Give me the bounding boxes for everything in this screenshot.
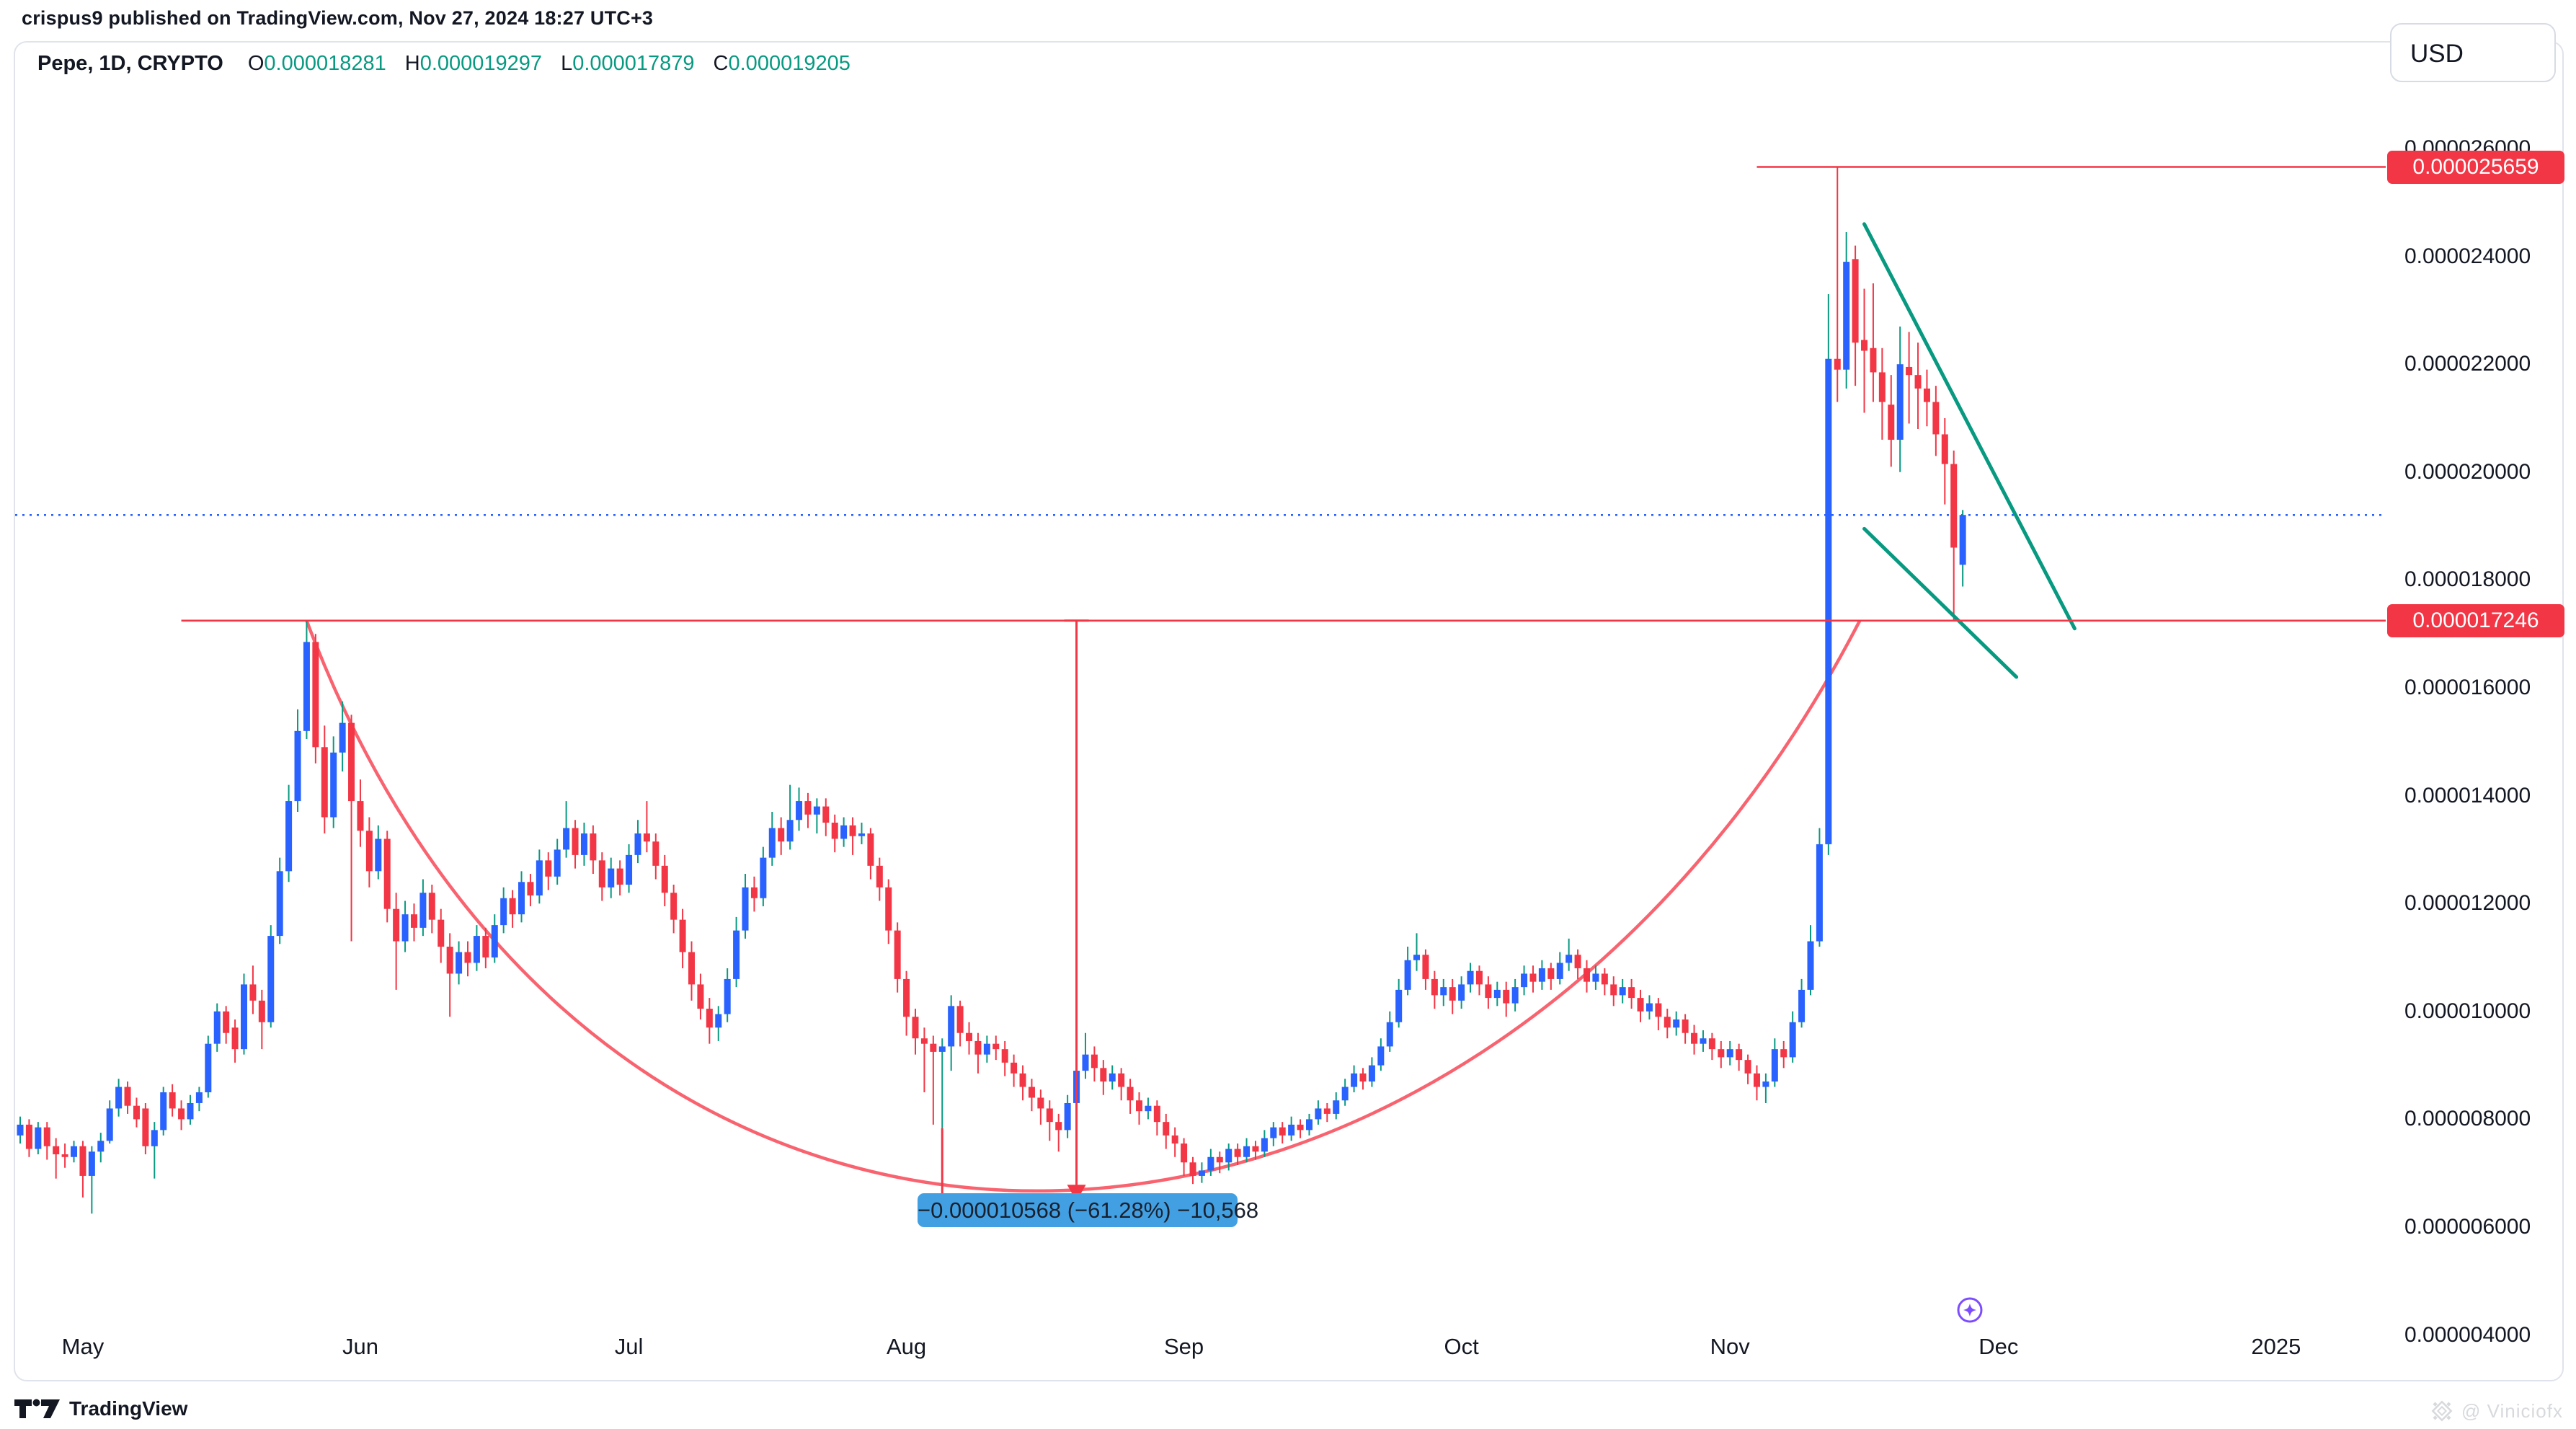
sparkle-icon bbox=[1957, 1297, 1983, 1323]
symbol-legend: Pepe, 1D, CRYPTO O0.000018281 H0.000019297… bbox=[37, 52, 869, 76]
currency-toggle-button[interactable]: USD bbox=[2390, 23, 2556, 82]
publish-byline: crispus9 published on TradingView.com, N… bbox=[22, 7, 654, 29]
price-tick-label: 0.000006000 bbox=[2404, 1215, 2531, 1239]
time-tick-label-2025: 2025 bbox=[2251, 1334, 2301, 1359]
price-tick-label: 0.000004000 bbox=[2404, 1322, 2531, 1347]
tradingview-logo-text: TradingView bbox=[69, 1397, 188, 1420]
time-tick-label-sep: Sep bbox=[1164, 1334, 1204, 1359]
price-tick-label: 0.000024000 bbox=[2404, 244, 2531, 268]
price-tick-label: 0.000014000 bbox=[2404, 783, 2531, 808]
time-tick-label-jun: Jun bbox=[342, 1334, 378, 1359]
time-tick-label-oct: Oct bbox=[1444, 1334, 1479, 1359]
price-tick-label: 0.000020000 bbox=[2404, 459, 2531, 484]
ohlc-high: H0.000019297 bbox=[404, 52, 543, 75]
price-level-badge: 0.000017246 bbox=[2387, 603, 2564, 637]
price-level-badge: 0.000025659 bbox=[2387, 150, 2564, 184]
author-watermark: @ Viniciofx bbox=[2430, 1399, 2563, 1423]
author-watermark-text: @ Viniciofx bbox=[2461, 1399, 2563, 1422]
price-tick-label: 0.000022000 bbox=[2404, 352, 2531, 376]
tradingview-logo[interactable]: TradingView bbox=[14, 1397, 187, 1420]
price-tick-label: 0.000010000 bbox=[2404, 999, 2531, 1023]
time-tick-label-nov: Nov bbox=[1710, 1334, 1750, 1359]
chart-card bbox=[14, 41, 2564, 1381]
author-watermark-icon bbox=[2431, 1400, 2453, 1422]
price-tick-label: 0.000012000 bbox=[2404, 891, 2531, 916]
price-tick-label: 0.000016000 bbox=[2404, 676, 2531, 699]
time-tick-label-dec: Dec bbox=[1978, 1334, 2019, 1359]
ohlc-close: C0.000019205 bbox=[713, 52, 850, 75]
tradingview-logo-icon bbox=[14, 1399, 60, 1418]
price-range-measure-label: −0.000010568 (−61.28%) −10,568 bbox=[918, 1193, 1258, 1227]
time-tick-label-may: May bbox=[61, 1334, 105, 1359]
time-tick-label-jul: Jul bbox=[614, 1334, 644, 1359]
time-tick-label-aug: Aug bbox=[886, 1334, 927, 1359]
ohlc-low: L0.000017879 bbox=[561, 52, 695, 75]
price-tick-label: 0.000018000 bbox=[2404, 567, 2531, 592]
price-tick-label: 0.000008000 bbox=[2404, 1107, 2531, 1131]
ohlc-open: O0.000018281 bbox=[247, 52, 386, 75]
symbol-title: Pepe, 1D, CRYPTO bbox=[37, 52, 223, 75]
